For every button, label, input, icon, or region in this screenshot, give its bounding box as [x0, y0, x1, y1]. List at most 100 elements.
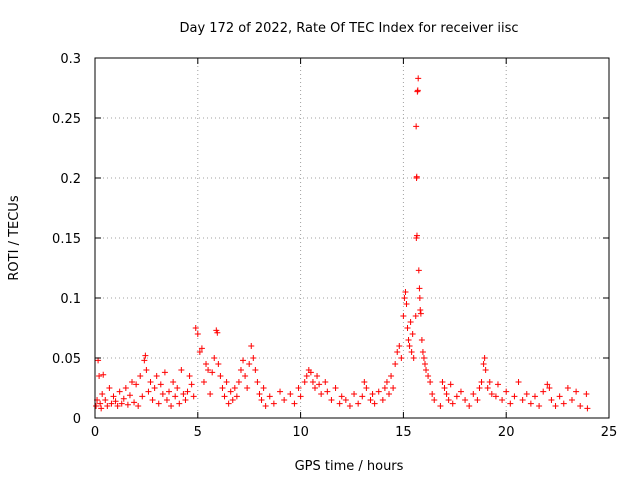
tick-labels: 0 5 10 15 20 25 0 0.05 0.1 0.15 0.2 0.25 0.3 — [52, 52, 617, 440]
data-point — [211, 355, 218, 361]
data-point — [421, 361, 428, 367]
data-point — [277, 388, 284, 395]
data-point — [324, 388, 331, 395]
data-point — [390, 385, 397, 391]
data-point — [403, 301, 410, 307]
data-point — [137, 373, 144, 379]
data-point — [540, 388, 547, 395]
y-tick-label: 0.3 — [60, 52, 81, 67]
data-point — [235, 379, 242, 385]
data-point — [120, 395, 127, 402]
data-point — [93, 403, 100, 409]
data-point — [392, 361, 399, 367]
data-point — [431, 397, 438, 403]
data-point — [423, 367, 430, 373]
data-point — [416, 285, 423, 292]
data-point — [106, 385, 113, 391]
data-point — [405, 337, 412, 343]
ticks — [94, 57, 610, 419]
data-point — [168, 403, 175, 409]
data-point — [246, 361, 253, 367]
data-point — [231, 385, 238, 391]
data-point — [153, 373, 160, 379]
data-point — [141, 357, 148, 364]
data-point — [116, 388, 123, 395]
data-point — [172, 393, 179, 400]
data-point — [281, 397, 288, 403]
y-tick-label: 0.15 — [52, 232, 81, 247]
data-point — [135, 403, 142, 409]
chart-title: Day 172 of 2022, Rate Of TEC Index for r… — [179, 21, 518, 36]
data-point — [233, 393, 240, 400]
data-point — [359, 393, 366, 400]
y-tick-label: 0.1 — [60, 292, 81, 307]
data-point — [133, 381, 140, 388]
data-point — [192, 325, 199, 331]
data-point — [420, 355, 427, 361]
data-point — [560, 400, 567, 407]
data-point — [427, 379, 434, 385]
data-point — [478, 379, 485, 385]
data-point — [402, 289, 409, 295]
data-point — [381, 385, 388, 391]
data-point — [215, 361, 222, 367]
y-tick-label: 0.05 — [52, 352, 81, 367]
data-point — [126, 392, 133, 399]
data-point — [214, 329, 221, 336]
data-point — [371, 400, 378, 407]
data-point — [556, 393, 563, 400]
data-point — [386, 391, 393, 397]
x-tick-label: 20 — [498, 425, 515, 440]
y-tick-label: 0.2 — [60, 172, 81, 187]
data-point — [462, 397, 469, 403]
data-point — [174, 385, 181, 391]
data-point — [205, 367, 212, 373]
data-point — [102, 397, 109, 403]
data-point — [266, 393, 273, 400]
y-tick-label: 0 — [73, 412, 81, 427]
data-point — [194, 331, 201, 337]
data-point — [404, 325, 411, 331]
y-axis-label: ROTI / TECUs — [7, 195, 22, 280]
data-point — [219, 385, 226, 391]
data-point — [170, 379, 177, 385]
data-point — [159, 391, 166, 397]
data-point — [227, 388, 234, 395]
data-point — [209, 369, 216, 376]
data-point — [307, 369, 314, 376]
data-point — [429, 391, 436, 397]
data-point — [338, 393, 345, 400]
data-point — [536, 403, 543, 409]
data-point — [418, 337, 425, 343]
x-axis-label: GPS time / hours — [295, 459, 404, 474]
data-point — [375, 388, 382, 395]
data-point — [139, 393, 146, 400]
data-point — [176, 400, 183, 407]
data-point — [301, 379, 308, 385]
data-point — [242, 373, 249, 379]
data-point — [481, 355, 488, 361]
data-point — [240, 357, 247, 364]
data-point — [203, 361, 210, 367]
data-point — [410, 355, 417, 361]
data-point — [96, 373, 103, 379]
data-point — [98, 405, 105, 412]
data-point — [114, 403, 121, 409]
data-point — [190, 393, 197, 400]
data-point — [342, 397, 349, 403]
y-tick-label: 0.25 — [52, 112, 81, 127]
data-point — [100, 371, 107, 378]
data-point — [388, 373, 395, 379]
data-point — [188, 381, 195, 388]
data-point — [523, 391, 530, 397]
data-point — [112, 398, 119, 405]
data-point — [531, 393, 538, 400]
data-point — [573, 388, 580, 395]
data-point — [256, 391, 263, 397]
data-point — [254, 379, 261, 385]
data-point — [401, 295, 408, 301]
data-point — [145, 388, 152, 395]
data-point — [217, 373, 224, 379]
data-point — [155, 400, 162, 407]
data-point — [519, 397, 526, 403]
